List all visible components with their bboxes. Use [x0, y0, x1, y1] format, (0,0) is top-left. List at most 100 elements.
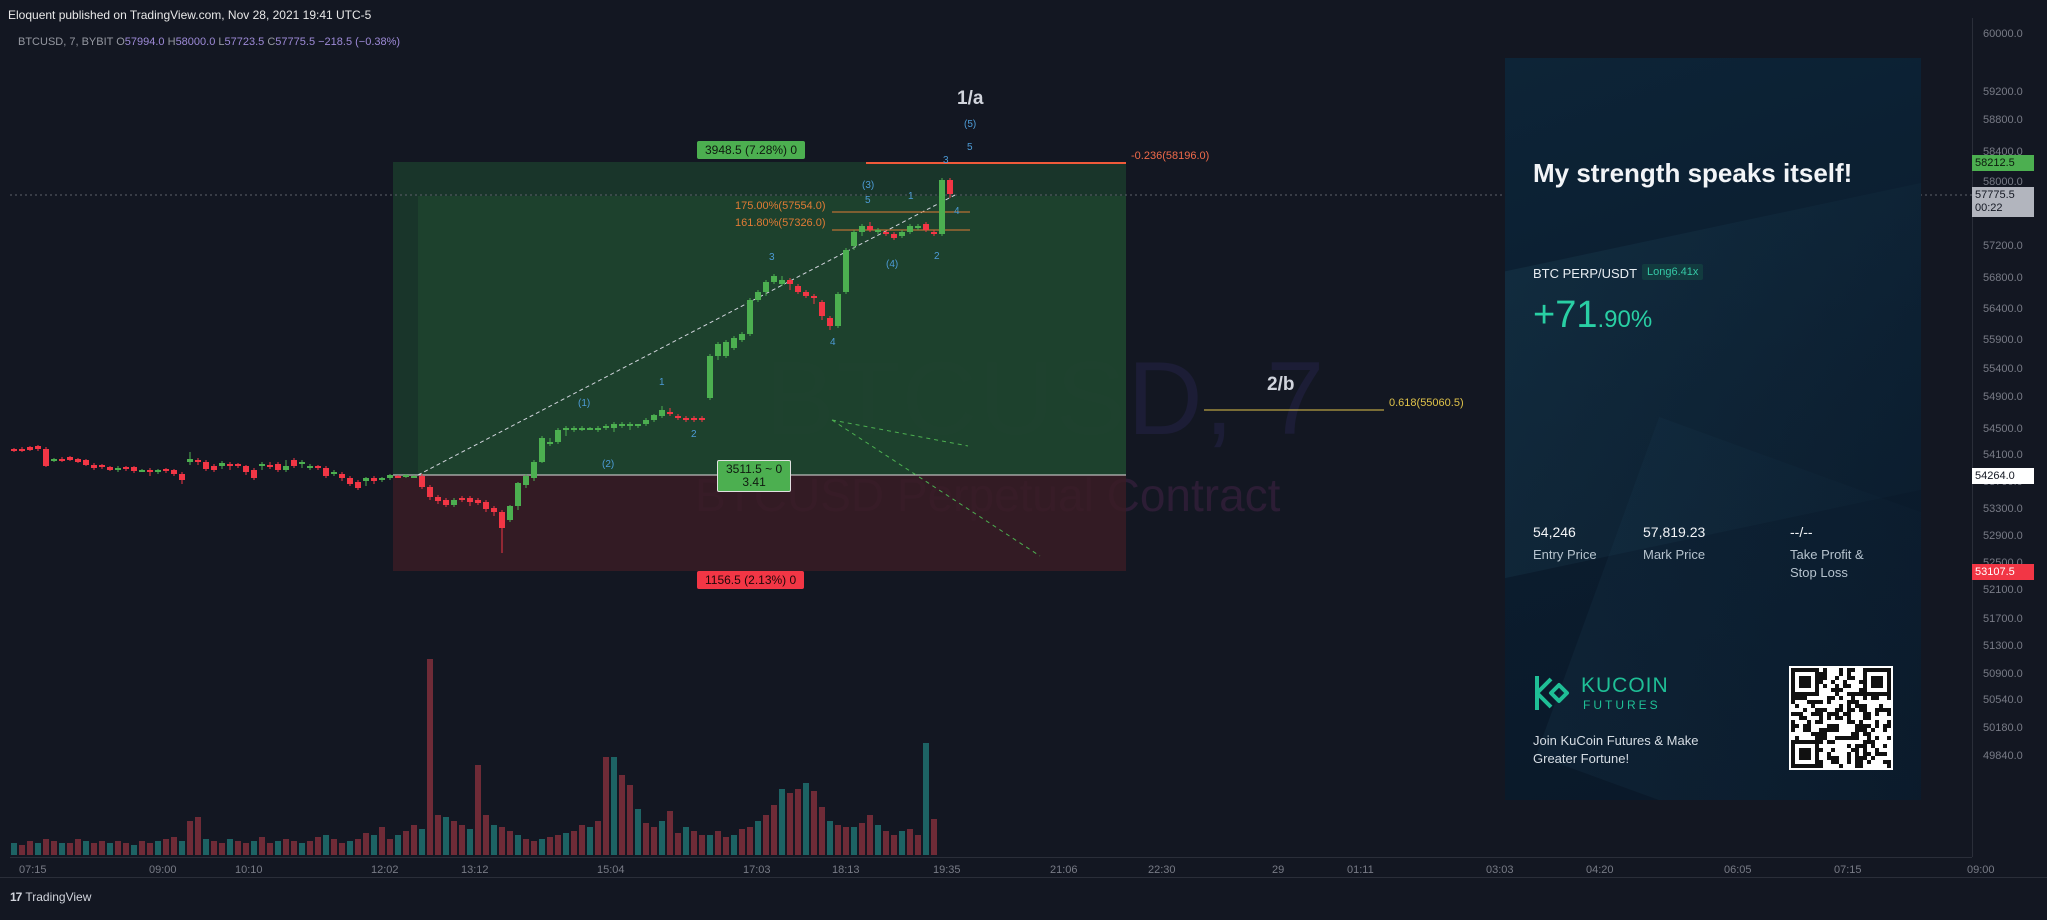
- candles-group[interactable]: [11, 178, 953, 553]
- candle: [811, 296, 817, 298]
- volume-bar: [779, 789, 785, 855]
- candle: [283, 466, 289, 470]
- candle: [83, 460, 89, 465]
- candle: [147, 470, 153, 472]
- candle: [243, 466, 249, 472]
- target-label[interactable]: 3948.5 (7.28%) 0: [697, 141, 806, 159]
- volume-bar: [19, 845, 25, 855]
- candle: [331, 472, 337, 474]
- volume-bar: [443, 817, 449, 855]
- kucoin-ad[interactable]: My strength speaks itself! BTC PERP/USDT…: [1505, 58, 1921, 800]
- time-tick: 21:06: [1050, 864, 1078, 876]
- volume-bar: [283, 839, 289, 855]
- volume-bar: [723, 837, 729, 855]
- qr-code-icon[interactable]: [1789, 666, 1893, 770]
- volume-bar: [563, 833, 569, 855]
- volume-bar: [555, 835, 561, 855]
- time-axis[interactable]: 07:15 09:00 10:10 12:02 13:12 15:04 17:03 18:13…: [10, 857, 1995, 878]
- time-tick: 07:15: [1834, 864, 1862, 876]
- price-tick: 49840.0: [1983, 750, 2023, 762]
- candle: [859, 226, 865, 232]
- candle: [507, 506, 513, 520]
- price-tick: 56800.0: [1983, 272, 2023, 284]
- candle: [595, 428, 601, 430]
- tradingview-logo[interactable]: 17 TradingView: [10, 890, 91, 904]
- low-value: 57723.5: [224, 36, 265, 48]
- volume-bar: [203, 839, 209, 855]
- ohlc-legend[interactable]: BTCUSD, 7, BYBIT O57994.0 H58000.0 L5772…: [18, 36, 400, 48]
- price-tick: 55900.0: [1983, 334, 2023, 346]
- ad-pnl-percent: +71.90%: [1533, 294, 1652, 337]
- ad-brand: KUCOIN: [1581, 674, 1669, 697]
- volume-bar: [435, 815, 441, 855]
- volume-bar: [819, 807, 825, 855]
- candle: [899, 232, 905, 236]
- wave-label-w3: (3): [862, 180, 875, 191]
- trend-line[interactable]: [417, 194, 956, 476]
- wave-label-s1: 1: [659, 377, 665, 388]
- time-tick: 15:04: [597, 864, 625, 876]
- candle: [99, 465, 105, 467]
- candle: [603, 426, 609, 428]
- projection-line-a: [831, 419, 969, 447]
- price-tick: 52100.0: [1983, 584, 2023, 596]
- volume-bar: [899, 831, 905, 855]
- candle: [427, 487, 433, 497]
- volume-bar: [211, 841, 217, 855]
- volume-bar: [795, 789, 801, 855]
- candle: [627, 424, 633, 426]
- candle: [739, 334, 745, 340]
- volume-bar: [803, 783, 809, 855]
- candle: [715, 344, 721, 356]
- candle: [659, 410, 665, 416]
- candle: [435, 497, 441, 501]
- price-tick: 57200.0: [1983, 240, 2023, 252]
- price-axis[interactable]: 60000.059200.058800.058400.058000.057600…: [1972, 18, 2047, 857]
- volume-bar: [483, 815, 489, 855]
- volume-bar: [547, 837, 553, 855]
- open-label: O: [116, 36, 125, 48]
- candle: [907, 226, 913, 232]
- candle: [939, 180, 945, 234]
- stop-label[interactable]: 1156.5 (2.13%) 0: [697, 571, 805, 589]
- price-tick: 53300.0: [1983, 503, 2023, 515]
- price-tick: 59200.0: [1983, 86, 2023, 98]
- candle: [51, 459, 57, 461]
- ad-tp-value: --/--: [1790, 524, 1813, 540]
- candle: [403, 475, 409, 477]
- candle: [299, 462, 305, 464]
- volume-bar: [67, 843, 73, 855]
- price-tick: 54500.0: [1983, 423, 2023, 435]
- ad-pnl-decimal: .90%: [1597, 306, 1653, 333]
- volume-bar: [891, 835, 897, 855]
- wave-label-1a: 1/a: [957, 88, 984, 109]
- price-chart[interactable]: [0, 0, 1972, 857]
- volume-bar: [643, 823, 649, 855]
- candle: [731, 338, 737, 348]
- candle: [171, 470, 177, 474]
- candle: [203, 462, 209, 469]
- candle: [219, 463, 225, 466]
- candle: [755, 292, 761, 300]
- entry-label[interactable]: 3511.5 ~ 0 3.41: [717, 460, 792, 492]
- candle: [387, 475, 393, 478]
- candle: [411, 476, 417, 478]
- volume-bar: [651, 827, 657, 855]
- candle: [579, 428, 585, 430]
- volume-bar: [931, 819, 937, 855]
- volume-bar: [835, 825, 841, 855]
- volume-bar: [187, 821, 193, 855]
- entry-price-tag: 54264.0: [1972, 468, 2034, 484]
- wave-label-w4: (4): [886, 259, 899, 270]
- candle: [139, 470, 145, 472]
- high-value: 58000.0: [175, 36, 216, 48]
- ad-leverage-badge: Long6.41x: [1642, 264, 1704, 280]
- candle: [931, 232, 937, 234]
- candle: [803, 292, 809, 296]
- wave-label-s2: 2: [691, 429, 697, 440]
- wave-label-2b: 2/b: [1267, 374, 1295, 395]
- candle: [211, 466, 217, 470]
- volume-bar: [859, 823, 865, 855]
- volume-bar: [867, 815, 873, 855]
- price-tick: 51700.0: [1983, 613, 2023, 625]
